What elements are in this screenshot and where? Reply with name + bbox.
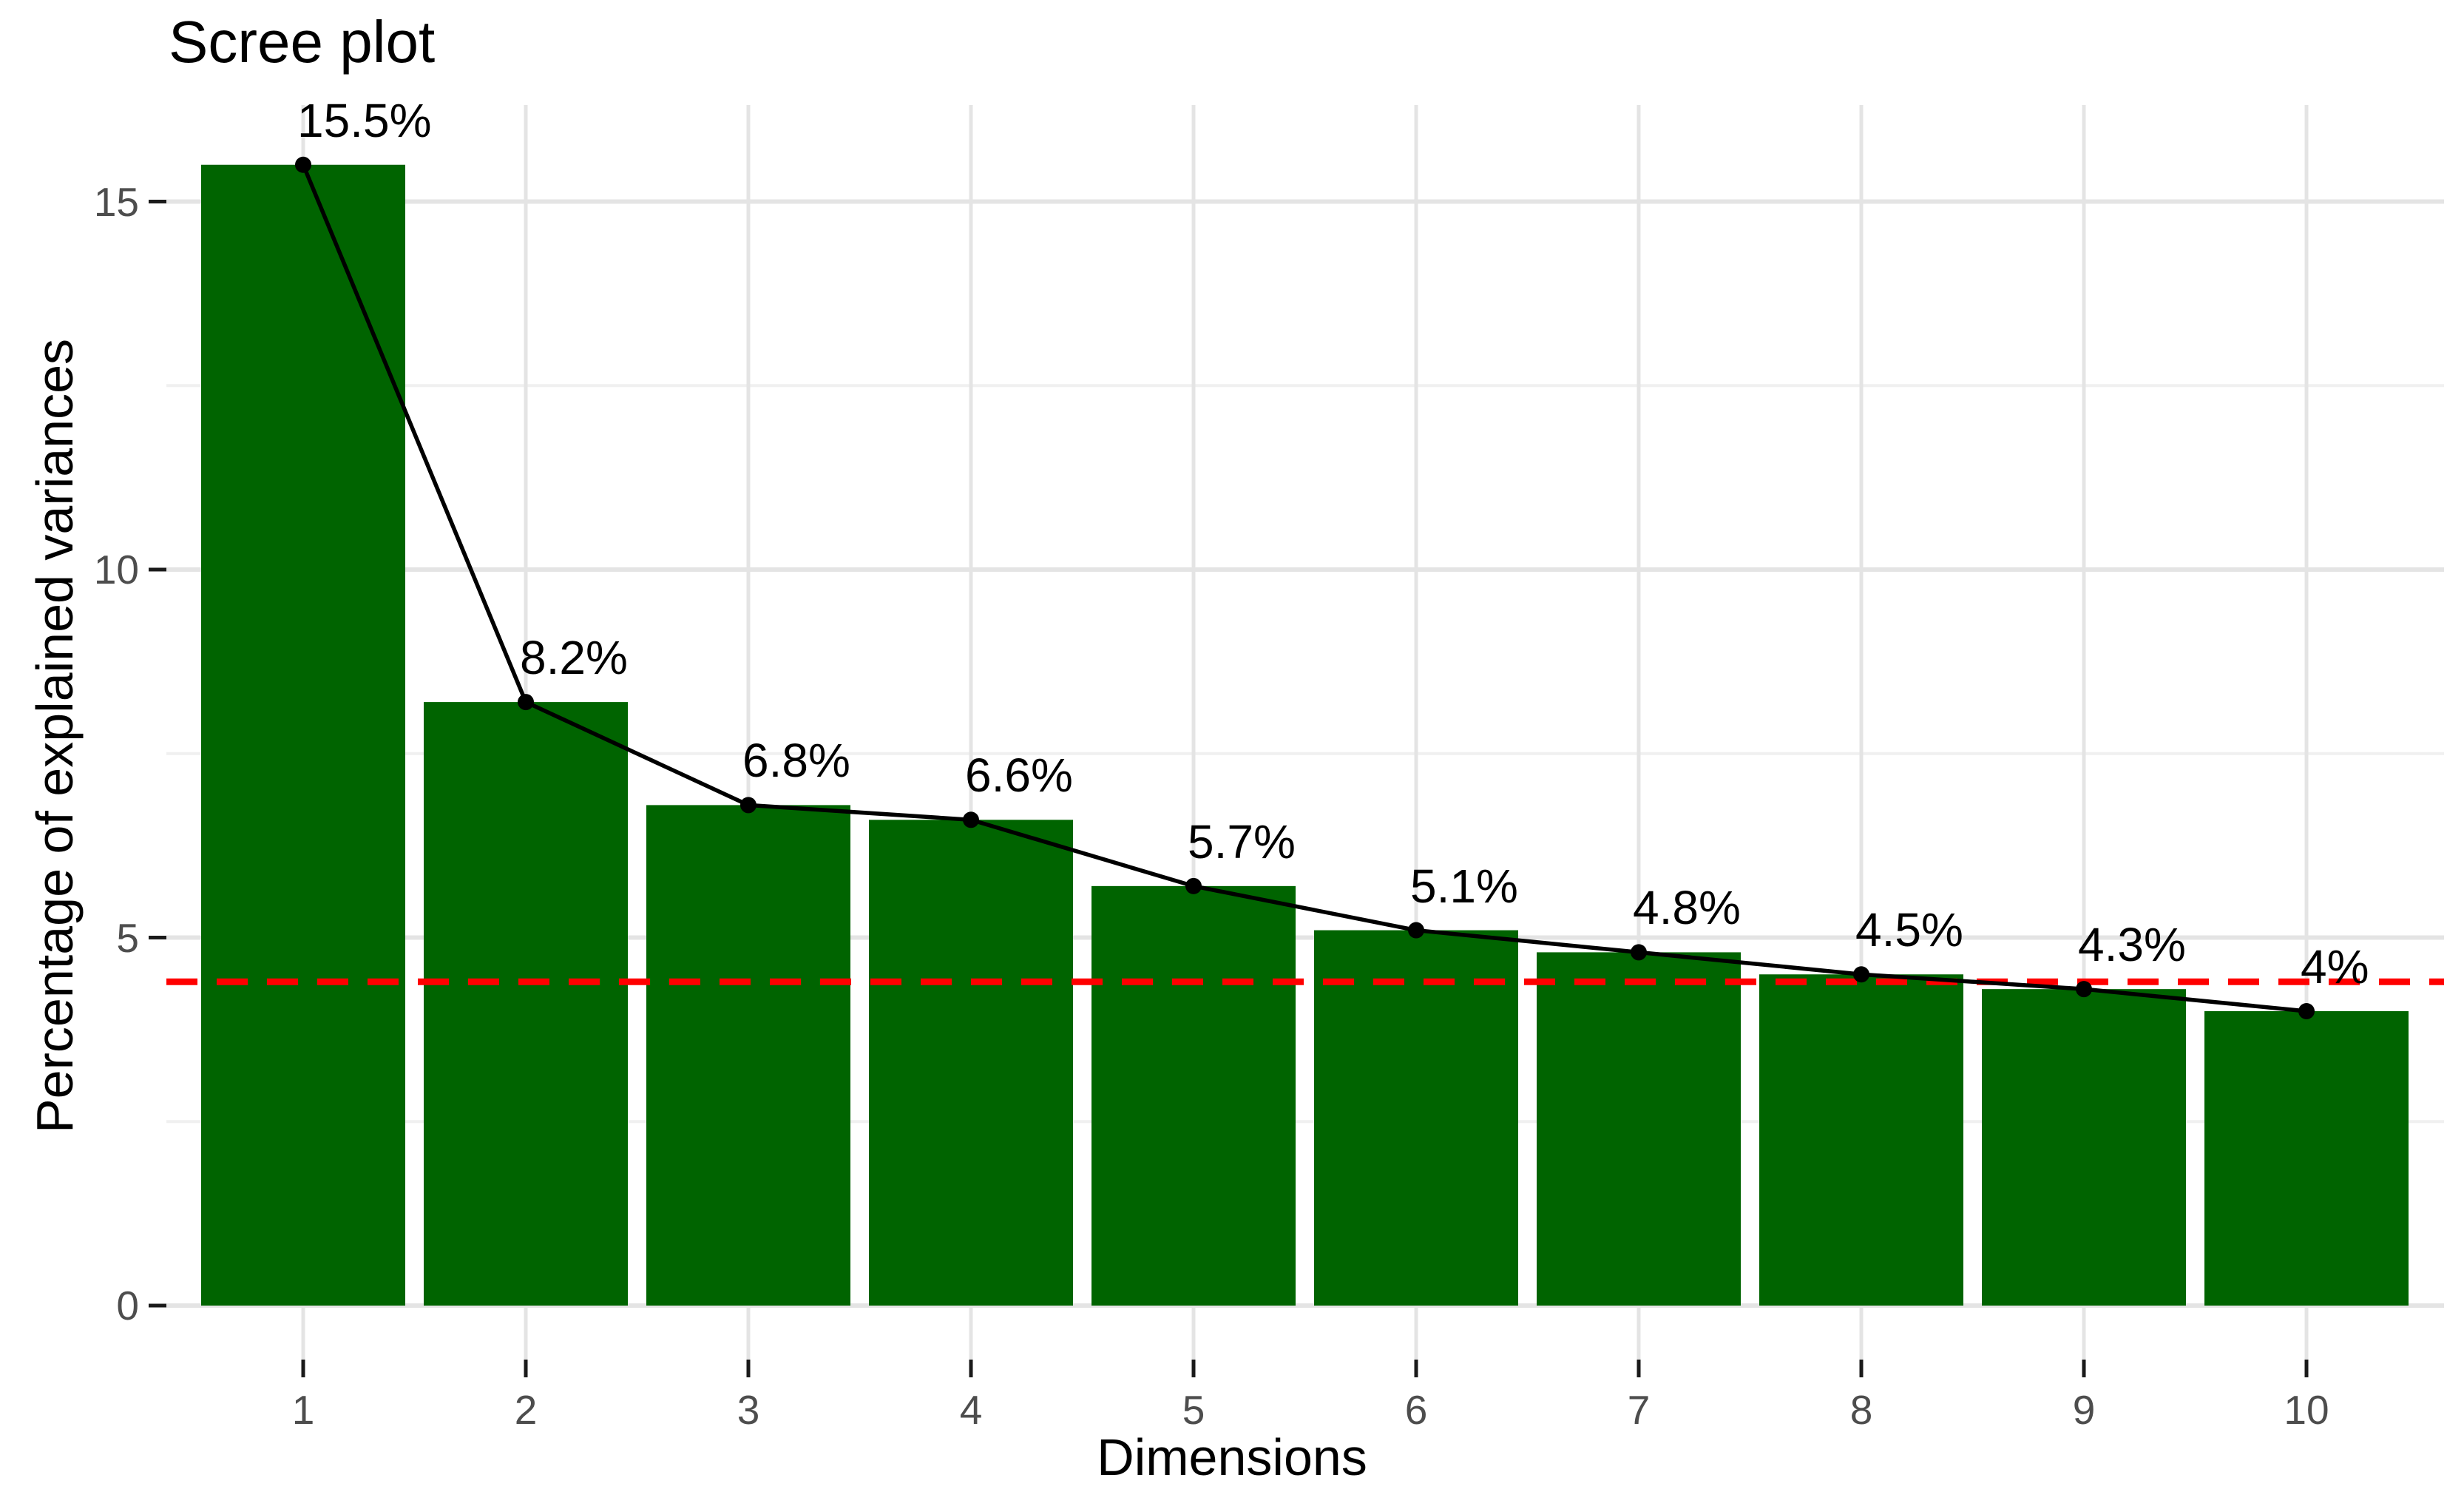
- bar-value-label-4: 6.6%: [965, 749, 1073, 803]
- x-tick-label-3: 3: [737, 1387, 760, 1433]
- bar-value-label-7: 4.8%: [1633, 881, 1741, 935]
- scree-line-point: [2298, 1003, 2315, 1019]
- scree-line-point: [1185, 877, 1202, 894]
- y-tick-label-10: 10: [93, 547, 139, 593]
- scree-line-point: [2076, 981, 2092, 998]
- bar-value-label-6: 5.1%: [1410, 859, 1518, 913]
- x-tick-label-5: 5: [1182, 1387, 1205, 1433]
- scree-line-point: [518, 694, 534, 711]
- scree-line: [301, 163, 2307, 1013]
- x-tick-label-4: 4: [959, 1387, 983, 1433]
- y-tick-label-15: 15: [93, 178, 139, 225]
- scree-line-point: [1408, 922, 1424, 939]
- y-tick-label-5: 5: [116, 914, 139, 961]
- bar-value-label-1: 15.5%: [297, 93, 432, 147]
- bar-value-label-2: 8.2%: [520, 631, 628, 685]
- bar-value-label-9: 4.3%: [2078, 918, 2186, 972]
- bar-value-label-10: 4%: [2301, 940, 2369, 993]
- bar-dim-9: [1982, 989, 2186, 1306]
- bar-dim-4: [869, 820, 1073, 1306]
- scree-line-point: [1631, 944, 1647, 961]
- bar-value-label-8: 4.5%: [1855, 903, 1963, 957]
- x-tick-label-1: 1: [291, 1387, 315, 1433]
- x-tick-label-9: 9: [2072, 1387, 2096, 1433]
- x-tick-label-7: 7: [1627, 1387, 1651, 1433]
- bar-value-label-5: 5.7%: [1188, 814, 1296, 868]
- bar-dim-1: [201, 164, 405, 1306]
- bar-dim-5: [1091, 885, 1296, 1306]
- x-tick-label-8: 8: [1849, 1387, 1873, 1433]
- scree-line-point: [1853, 966, 1869, 983]
- scree-line-point: [295, 156, 311, 173]
- bar-dim-7: [1537, 952, 1741, 1306]
- bar-value-label-3: 6.8%: [742, 734, 850, 788]
- bar-dim-10: [2204, 1011, 2409, 1306]
- bar-dim-3: [646, 805, 850, 1306]
- x-tick-label-6: 6: [1404, 1387, 1428, 1433]
- scree-line-point: [963, 811, 979, 828]
- scree-line-point: [740, 797, 757, 814]
- bar-dim-8: [1759, 974, 1963, 1306]
- y-tick-label-0: 0: [116, 1283, 139, 1329]
- plot-title: Scree plot: [169, 9, 436, 75]
- x-tick-label-2: 2: [514, 1387, 538, 1433]
- bar-dim-2: [424, 702, 628, 1306]
- x-axis-title: Dimensions: [1097, 1428, 1367, 1486]
- x-tick-label-10: 10: [2284, 1387, 2329, 1433]
- bar-dim-6: [1314, 930, 1518, 1306]
